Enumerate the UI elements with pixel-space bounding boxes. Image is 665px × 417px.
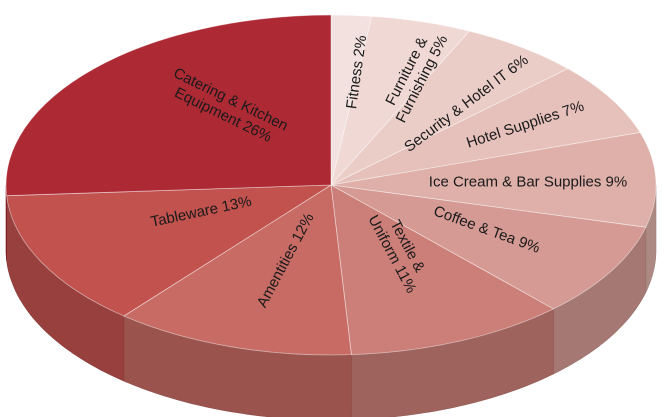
pie-slice-4 xyxy=(330,68,641,186)
pie-slice-3 xyxy=(330,30,569,186)
pie-slice-10 xyxy=(5,14,332,197)
pie-depth xyxy=(5,185,657,417)
pie-slice-7 xyxy=(330,184,555,356)
pie-slice-6 xyxy=(330,184,647,310)
pie-label-5: Ice Cream & Bar Supplies 9% xyxy=(429,173,627,190)
pie-slice-5 xyxy=(330,132,657,228)
pie-slices xyxy=(5,14,657,356)
pie-slice-9 xyxy=(6,184,333,317)
pie-slice-8 xyxy=(122,184,352,356)
